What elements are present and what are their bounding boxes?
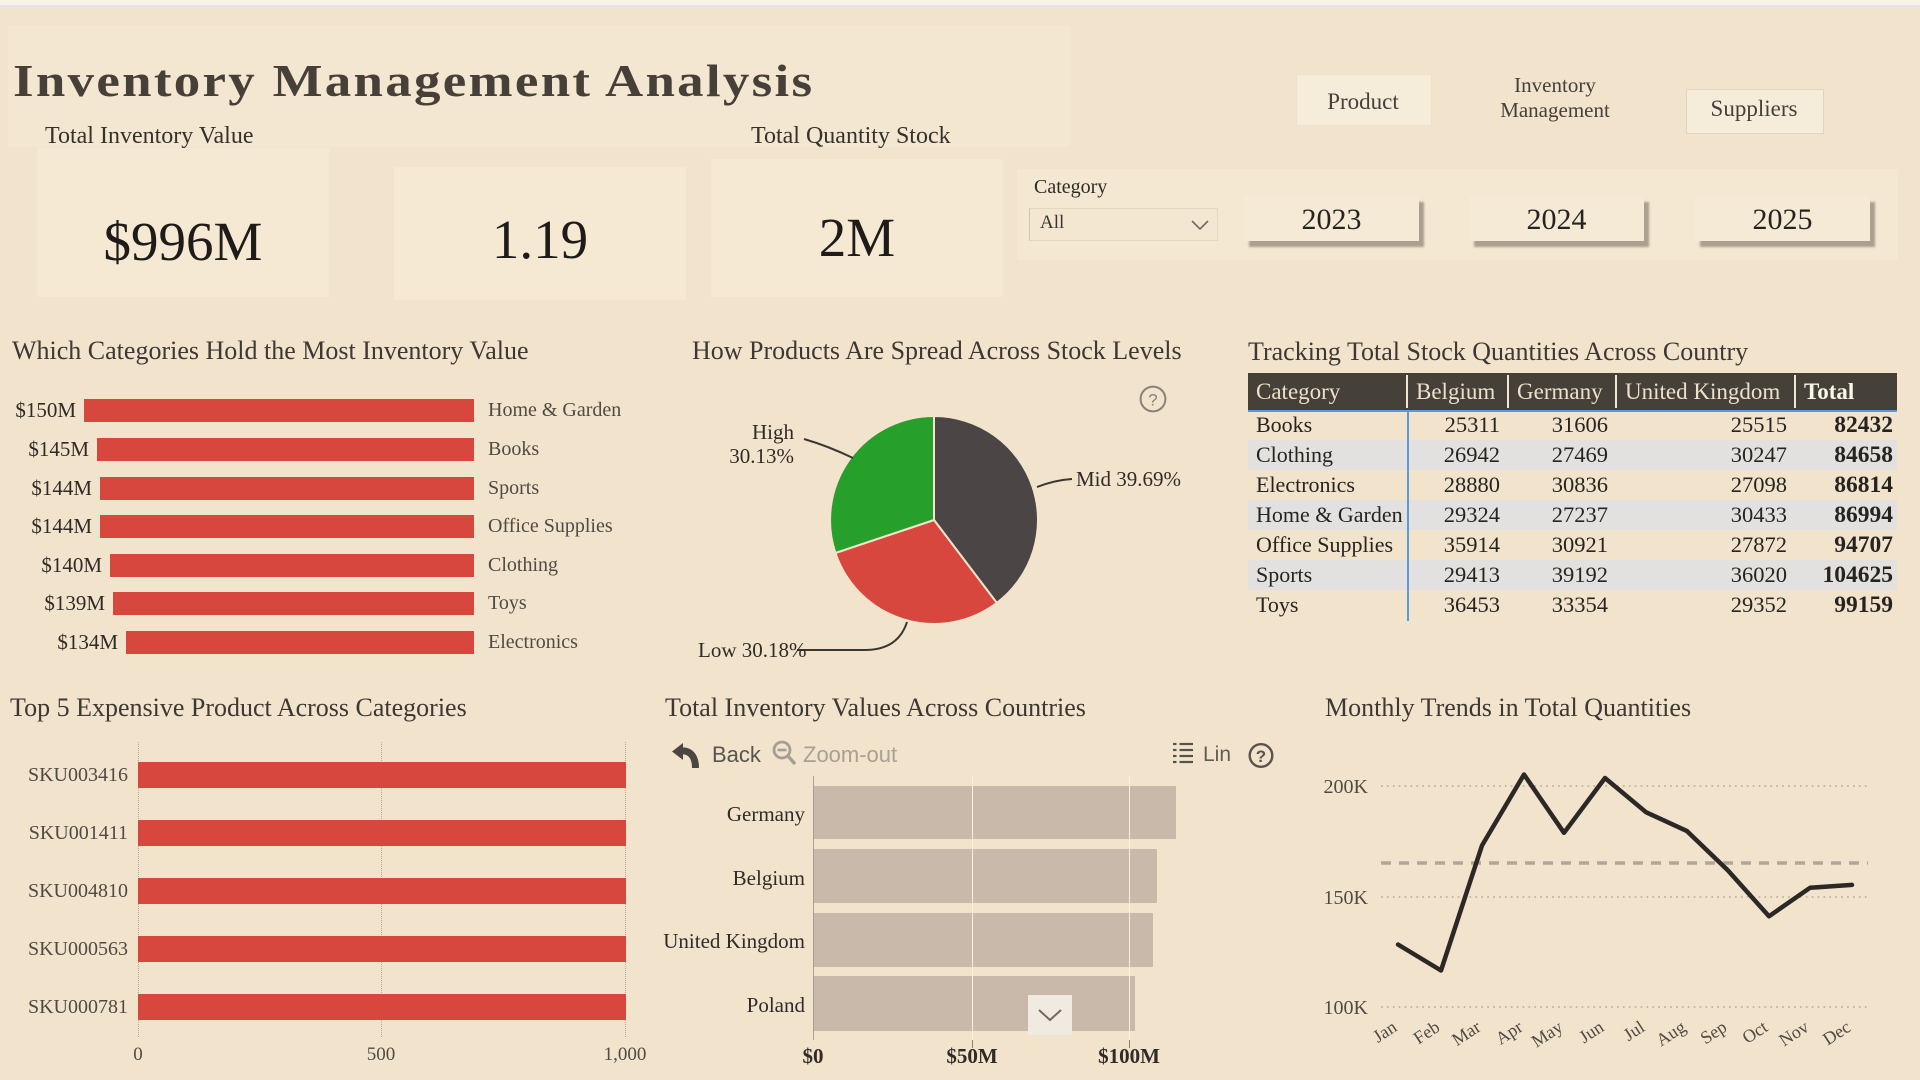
svg-text:Nov: Nov bbox=[1775, 1017, 1812, 1051]
svg-text:Jan: Jan bbox=[1369, 1017, 1400, 1047]
svg-text:Jul: Jul bbox=[1620, 1017, 1649, 1045]
svg-text:30.13%: 30.13% bbox=[729, 444, 794, 468]
svg-text:Dec: Dec bbox=[1819, 1017, 1854, 1050]
svg-text:?: ? bbox=[1148, 391, 1157, 410]
svg-text:100K: 100K bbox=[1324, 997, 1369, 1019]
svg-text:150K: 150K bbox=[1324, 887, 1369, 909]
svg-text:200K: 200K bbox=[1324, 776, 1369, 798]
svg-text:Oct: Oct bbox=[1738, 1017, 1771, 1048]
svg-text:High: High bbox=[752, 420, 795, 444]
svg-text:May: May bbox=[1528, 1017, 1567, 1052]
svg-text:Mar: Mar bbox=[1448, 1017, 1484, 1050]
svg-text:Low 30.18%: Low 30.18% bbox=[698, 638, 807, 662]
svg-text:Apr: Apr bbox=[1492, 1017, 1526, 1049]
svg-text:Feb: Feb bbox=[1410, 1017, 1444, 1048]
svg-text:Jun: Jun bbox=[1575, 1017, 1607, 1047]
svg-text:?: ? bbox=[1256, 747, 1266, 766]
svg-text:Mid 39.69%: Mid 39.69% bbox=[1076, 467, 1181, 491]
svg-text:Sep: Sep bbox=[1697, 1017, 1731, 1048]
svg-text:Aug: Aug bbox=[1652, 1017, 1689, 1051]
